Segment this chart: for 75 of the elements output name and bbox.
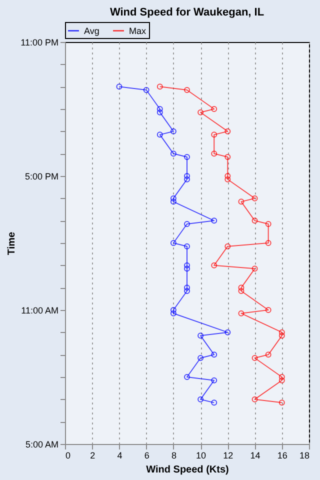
point (198, 355, 204, 362)
point (184, 176, 190, 182)
x-tick-label: 12 (223, 450, 234, 460)
chart-title: Wind Speed for Waukegan, IL (110, 6, 264, 18)
point (184, 154, 190, 160)
point (238, 284, 244, 291)
point (170, 195, 176, 202)
point (252, 396, 258, 402)
point (198, 332, 204, 339)
point (252, 218, 258, 224)
point (252, 266, 258, 272)
point (184, 266, 190, 272)
x-tick-label: 4 (117, 450, 122, 460)
x-tick-label: 16 (277, 450, 288, 460)
point (278, 329, 285, 336)
point (184, 374, 190, 380)
point (265, 240, 272, 246)
point (265, 221, 272, 228)
point (156, 106, 163, 112)
x-tick-label: 2 (90, 450, 96, 460)
point (170, 240, 176, 246)
point (252, 355, 258, 362)
x-axis-title: Wind Speed (Kts) (146, 464, 229, 476)
point (211, 218, 218, 224)
point (278, 332, 285, 339)
point (184, 173, 190, 179)
x-tick-label: 14 (250, 450, 260, 460)
point (238, 310, 244, 316)
point (238, 288, 244, 294)
legend-label: Avg (84, 26, 100, 36)
point (198, 396, 204, 402)
point (211, 262, 218, 268)
point (211, 150, 218, 157)
point (211, 352, 218, 358)
y-tick-label: 5:00 PM (24, 172, 58, 182)
x-tick-label: 6 (144, 450, 150, 460)
y-tick-label: 5:00 AM (25, 440, 58, 450)
x-tick-label: 0 (66, 450, 71, 460)
point (184, 288, 190, 294)
point (184, 284, 190, 291)
point (156, 109, 163, 116)
point (224, 243, 231, 250)
x-tick-label: 18 (299, 450, 310, 460)
y-tick-label: 11:00 AM (21, 306, 58, 316)
point (170, 150, 176, 157)
legend-label: Max (129, 26, 146, 36)
point (198, 109, 204, 116)
point (224, 173, 231, 179)
point (211, 106, 218, 112)
point (170, 307, 176, 313)
point (278, 374, 285, 380)
point (156, 132, 163, 138)
point (184, 221, 190, 228)
point (170, 198, 176, 205)
point (184, 262, 190, 268)
point (265, 352, 272, 358)
point (184, 243, 190, 250)
point (224, 176, 231, 182)
point (278, 377, 285, 384)
point (170, 128, 176, 134)
point (224, 128, 231, 134)
point (252, 195, 258, 202)
y-tick-label: 11:00 PM (20, 38, 58, 48)
point (224, 329, 231, 336)
x-tick-label: 8 (171, 450, 176, 460)
point (238, 198, 244, 205)
point (170, 310, 176, 316)
y-axis-title: Time (6, 231, 18, 256)
point (143, 87, 150, 94)
point (211, 377, 218, 384)
point (211, 132, 218, 138)
point (265, 307, 272, 313)
x-tick-label: 10 (196, 450, 206, 460)
point (224, 154, 231, 160)
point (184, 87, 190, 94)
